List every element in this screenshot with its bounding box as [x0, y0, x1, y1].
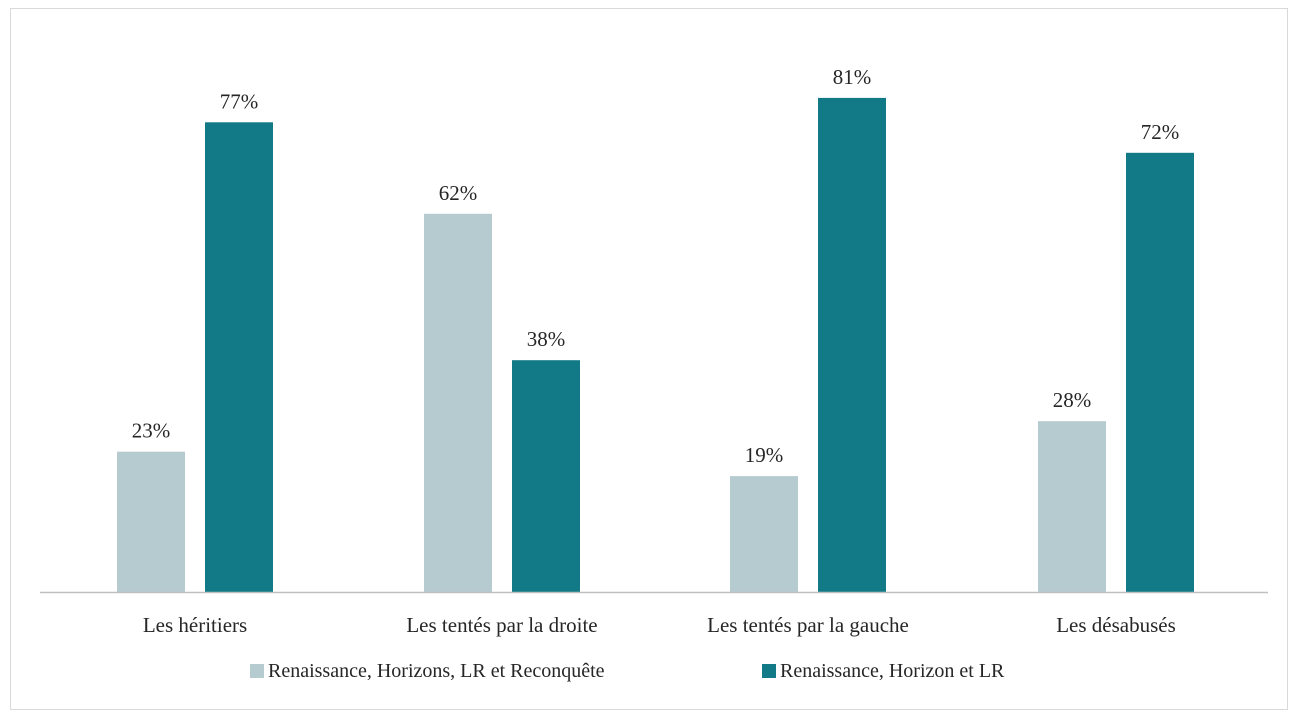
bar-series1-1	[424, 213, 492, 593]
bar-series2-2	[818, 97, 886, 593]
legend-swatch-1	[250, 664, 264, 678]
data-label-series2-1: 38%	[527, 327, 566, 351]
data-label-series2-3: 72%	[1141, 120, 1180, 144]
x-tick-label-2: Les tentés par la gauche	[707, 613, 909, 637]
x-tick-label-3: Les désabusés	[1056, 613, 1176, 637]
data-label-series2-0: 77%	[220, 89, 259, 113]
x-tick-label-1: Les tentés par la droite	[406, 613, 597, 637]
data-label-series1-1: 62%	[439, 181, 478, 205]
bar-series1-3	[1038, 421, 1106, 592]
data-label-series1-2: 19%	[745, 443, 784, 467]
data-label-series1-3: 28%	[1053, 388, 1092, 412]
bar-series1-2	[730, 476, 798, 592]
legend-label-1: Renaissance, Horizons, LR et Reconquête	[268, 660, 605, 682]
legend-label-2: Renaissance, Horizon et LR	[780, 660, 1005, 682]
data-label-series2-2: 81%	[833, 65, 872, 89]
bar-series1-0	[117, 451, 185, 592]
bar-series2-0	[205, 122, 273, 593]
legend-swatch-2	[762, 664, 776, 678]
bar-series2-1	[512, 360, 580, 592]
bar-series2-3	[1126, 152, 1194, 593]
x-tick-label-0: Les héritiers	[143, 613, 247, 637]
data-label-series1-0: 23%	[132, 419, 171, 443]
